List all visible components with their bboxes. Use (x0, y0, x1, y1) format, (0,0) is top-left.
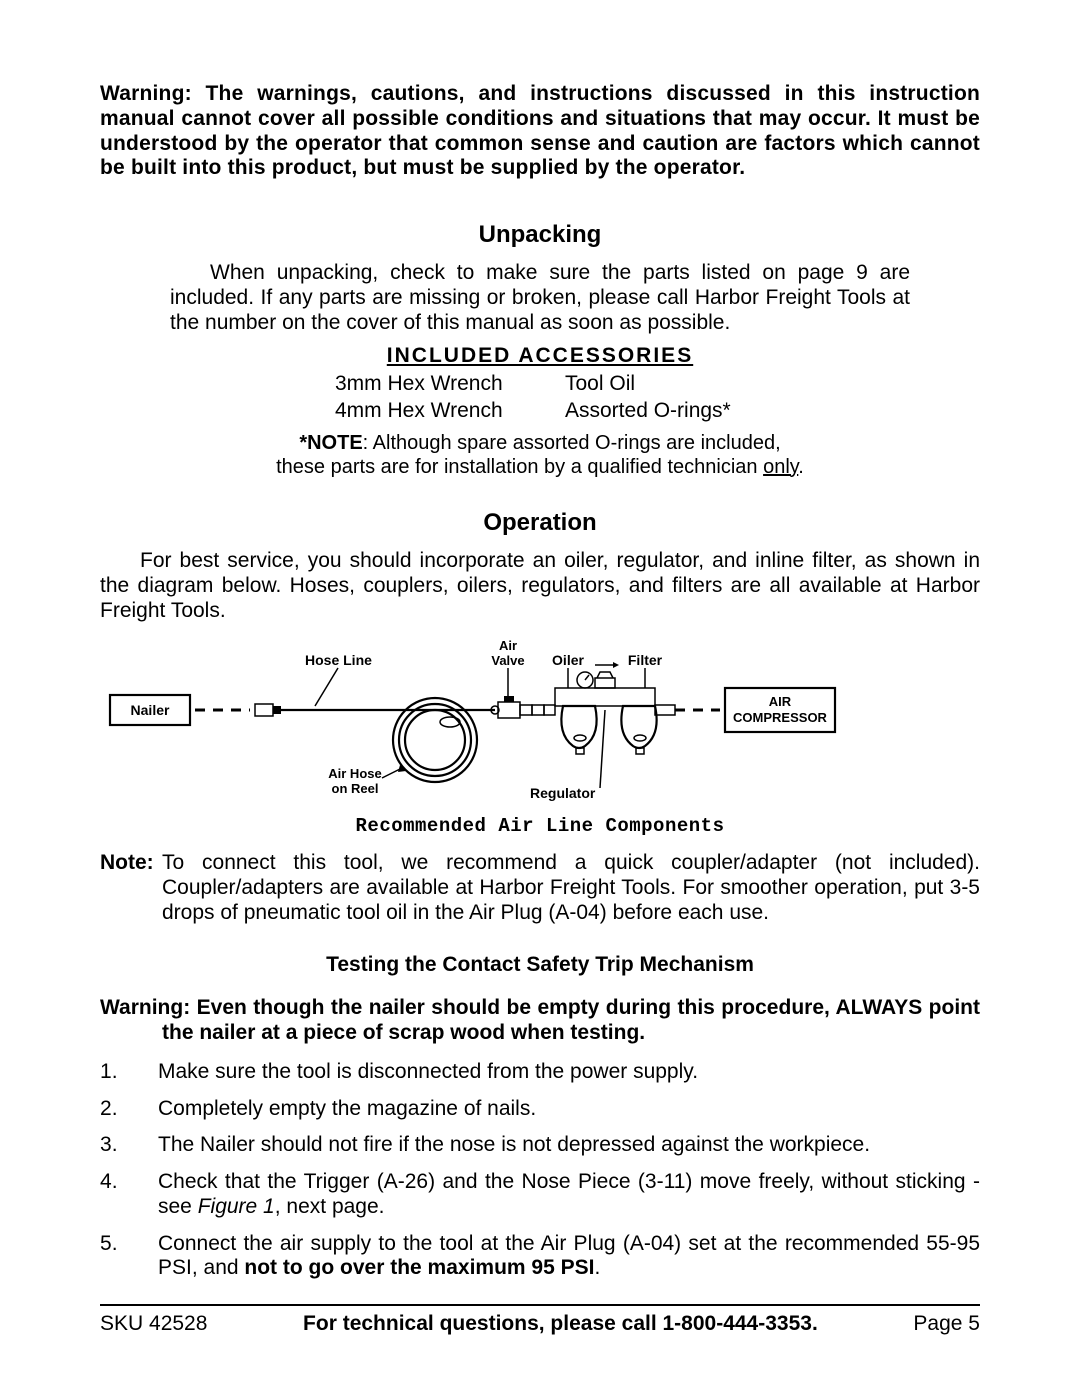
footer-page: Page 5 (913, 1312, 980, 1337)
label-air-hose: Air Hose (328, 766, 381, 781)
step-4-post: , next page. (275, 1195, 385, 1218)
operation-para: For best service, you should incorporate… (100, 549, 980, 623)
note-only: only (763, 456, 798, 478)
step-2: Completely empty the magazine of nails. (158, 1097, 980, 1122)
note-body: To connect this tool, we recommend a qui… (162, 851, 980, 925)
acc-col1-row2: 4mm Hex Wrench (335, 399, 515, 424)
testing-steps: Make sure the tool is disconnected from … (100, 1060, 980, 1281)
accessories-row-1: 3mm Hex Wrench Tool Oil (100, 372, 980, 397)
label-air-comp-2: COMPRESSOR (733, 710, 828, 725)
label-air-comp-1: AIR (769, 694, 792, 709)
step-1: Make sure the tool is disconnected from … (158, 1060, 980, 1085)
note-text-2: these parts are for installation by a qu… (276, 456, 763, 478)
label-regulator: Regulator (530, 785, 596, 801)
step-3: The Nailer should not fire if the nose i… (158, 1133, 980, 1158)
note-bold: *NOTE (299, 432, 362, 454)
step-4: Check that the Trigger (A-26) and the No… (158, 1170, 980, 1220)
label-on-reel: on Reel (332, 781, 379, 796)
note-text-1: : Although spare assorted O-rings are in… (363, 432, 781, 454)
operation-heading: Operation (100, 509, 980, 537)
acc-col2-row1: Tool Oil (565, 372, 745, 397)
step-4-italic: Figure 1 (198, 1195, 275, 1218)
accessories-heading: INCLUDED ACCESSORIES (100, 344, 980, 369)
diagram-caption: Recommended Air Line Components (100, 815, 980, 837)
label-air: Air (499, 638, 517, 653)
testing-heading: Testing the Contact Safety Trip Mechanis… (100, 953, 980, 978)
step-5-post: . (594, 1256, 600, 1279)
label-valve: Valve (491, 653, 524, 668)
testing-warning: Warning: Even though the nailer should b… (100, 996, 980, 1046)
step-5-bold: not to go over the maximum 95 PSI (244, 1256, 594, 1279)
label-oiler: Oiler (552, 652, 584, 668)
frg-assembly-icon (544, 672, 675, 754)
label-hose-line: Hose Line (305, 652, 372, 668)
operation-note: Note: To connect this tool, we recommend… (100, 851, 980, 925)
warning-top: Warning: The warnings, cautions, and ins… (100, 82, 980, 181)
air-line-diagram: .dlabel { font: bold 14px Arial; } .dlab… (100, 630, 980, 805)
note-label: Note: (100, 851, 162, 925)
page-footer: SKU 42528 For technical questions, pleas… (100, 1304, 980, 1337)
unpacking-heading: Unpacking (100, 221, 980, 249)
step-5: Connect the air supply to the tool at th… (158, 1232, 980, 1282)
footer-phone: For technical questions, please call 1-8… (303, 1312, 818, 1337)
unpacking-para: When unpacking, check to make sure the p… (100, 261, 980, 335)
label-nailer: Nailer (131, 702, 170, 718)
hose-reel-icon (393, 698, 477, 782)
accessories-row-2: 4mm Hex Wrench Assorted O-rings* (100, 399, 980, 424)
accessories-note: *NOTE: Although spare assorted O-rings a… (100, 432, 980, 479)
footer-sku: SKU 42528 (100, 1312, 207, 1337)
acc-col2-row2: Assorted O-rings* (565, 399, 745, 424)
label-filter: Filter (628, 652, 663, 668)
note-period: . (798, 456, 804, 478)
acc-col1-row1: 3mm Hex Wrench (335, 372, 515, 397)
